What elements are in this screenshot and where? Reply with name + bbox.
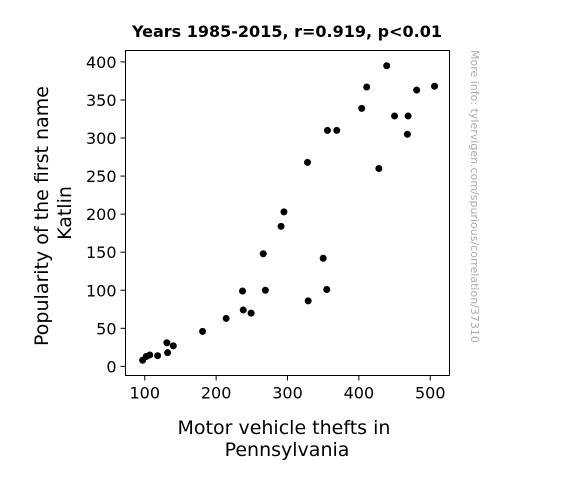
- x-axis-label: Motor vehicle thefts in Pennsylvania: [178, 417, 397, 461]
- x-axis-label-line-1: Motor vehicle thefts in: [178, 417, 391, 439]
- data-point: [169, 342, 177, 350]
- data-point: [323, 285, 331, 293]
- y-axis-label-line-2: Katlin: [54, 186, 76, 240]
- data-point: [383, 62, 391, 70]
- data-point: [304, 297, 312, 305]
- data-point: [358, 104, 366, 112]
- data-point: [247, 309, 255, 317]
- data-point: [239, 287, 247, 295]
- source-note: More info: tylervigen.com/spurious/corre…: [468, 50, 481, 343]
- plot-area-frame: [125, 50, 450, 376]
- data-point: [261, 286, 269, 294]
- data-point: [363, 83, 371, 91]
- y-tick-label: 250: [86, 167, 117, 186]
- y-tick-label: 400: [86, 53, 117, 72]
- data-point: [333, 126, 341, 134]
- data-point: [404, 112, 412, 120]
- x-tick-label: 500: [415, 384, 446, 403]
- x-tick-label: 100: [129, 384, 160, 403]
- data-point: [323, 126, 331, 134]
- data-point: [277, 222, 285, 230]
- data-point: [259, 250, 267, 258]
- data-point: [239, 306, 247, 314]
- data-point: [391, 112, 399, 120]
- y-tick-label: 300: [86, 129, 117, 148]
- y-axis: 0 50 100 150 200 250 300 350 400: [86, 53, 126, 376]
- y-tick-label: 100: [86, 281, 117, 300]
- chart-title: Years 1985-2015, r=0.919, p<0.01: [131, 22, 442, 41]
- data-point: [375, 164, 383, 172]
- data-point: [431, 82, 439, 90]
- y-tick-label: 150: [86, 243, 117, 262]
- data-point: [146, 351, 154, 359]
- data-point: [164, 349, 172, 357]
- y-tick-label: 200: [86, 205, 117, 224]
- data-point: [199, 327, 207, 335]
- data-point: [163, 339, 171, 347]
- y-tick-label: 350: [86, 91, 117, 110]
- data-points: [139, 62, 439, 364]
- x-tick-label: 300: [272, 384, 303, 403]
- y-tick-label: 0: [106, 357, 116, 376]
- x-axis-label-line-2: Pennsylvania: [225, 439, 350, 461]
- data-point: [154, 352, 162, 360]
- y-axis-label-line-1: Popularity of the first name: [31, 86, 53, 346]
- data-point: [403, 130, 411, 138]
- x-tick-label: 200: [201, 384, 232, 403]
- x-tick-label: 400: [344, 384, 375, 403]
- data-point: [319, 254, 327, 262]
- x-axis: 100 200 300 400 500: [129, 375, 446, 403]
- y-tick-label: 50: [96, 319, 116, 338]
- data-point: [280, 208, 288, 216]
- y-axis-label: Popularity of the first name Katlin: [31, 80, 76, 346]
- data-point: [222, 314, 230, 322]
- data-point: [413, 86, 421, 94]
- data-point: [303, 158, 311, 166]
